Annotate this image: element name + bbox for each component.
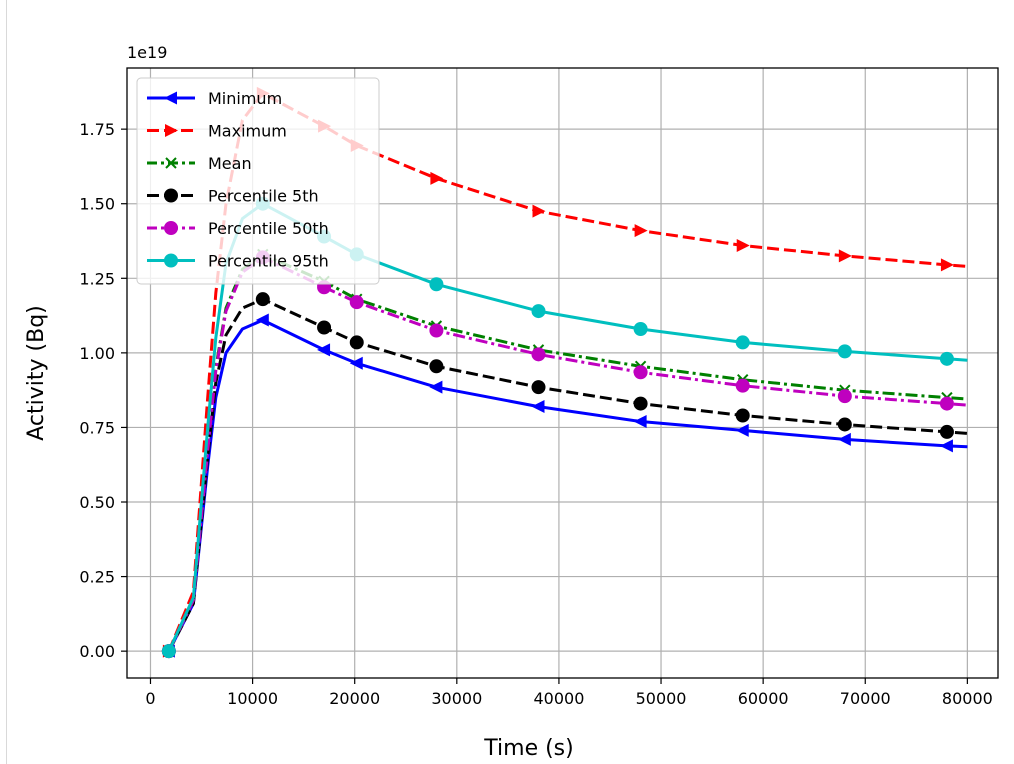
y-tick-label: 0.00 [79,642,115,661]
data-point [735,408,750,423]
data-point [837,432,851,446]
x-tick-label: 50000 [636,689,687,708]
data-point [429,323,444,338]
data-point [735,378,750,393]
legend-marker [165,157,177,169]
y-tick-label: 1.50 [79,195,115,214]
x-axis-label: Time (s) [483,736,573,761]
data-point [317,320,332,335]
data-point [531,380,546,395]
y-tick-label: 0.50 [79,493,115,512]
y-tick-label: 1.25 [79,269,115,288]
legend-label: Percentile 50th [208,219,329,238]
legend-label: Mean [208,154,252,173]
x-tick-label: 10000 [227,689,278,708]
data-point [255,313,269,327]
data-point [531,347,546,362]
series-line [167,255,968,652]
left-edge-rule [6,0,7,764]
legend-marker [164,221,178,235]
data-point [939,351,954,366]
y-offset-label: 1e19 [127,43,167,62]
legend-marker [165,124,178,137]
legend-box [136,77,380,285]
series-percentile-50th [161,250,968,659]
y-tick-label: 1.00 [79,344,115,363]
series-minimum [161,313,968,658]
y-axis-label: Activity (Bq) [24,305,49,441]
x-tick-label: 0 [145,689,155,708]
data-point [939,396,954,411]
data-point [939,439,953,453]
legend-marker [164,188,178,203]
series-line [167,318,968,652]
data-point [161,644,176,659]
series-line [167,252,968,652]
data-point [317,343,331,357]
x-tick-label: 40000 [533,689,584,708]
legend-label: Maximum [208,122,287,141]
data-point [429,277,444,292]
data-point [349,335,364,350]
data-point [939,424,954,439]
data-point [735,423,749,437]
data-point [940,258,954,272]
axis-ticks: 0 10000 20000 30000 40000 50000 60000 70000 8000… [79,120,992,708]
data-point [531,304,546,319]
data-point [838,249,852,263]
data-point [837,344,852,359]
data-point [634,224,648,238]
data-point [735,335,750,350]
legend-label: Minimum [208,89,282,108]
legend: Minimum Maximum Mean Percentile 5th Percenti… [136,77,380,285]
data-point [255,292,270,307]
legend-marker [164,253,178,268]
x-tick-label: 60000 [738,689,789,708]
data-point [349,356,363,370]
data-point [736,238,750,252]
data-point [633,365,648,380]
data-point [532,204,546,218]
x-tick-label: 30000 [431,689,482,708]
axes-frame [126,67,999,679]
data-point [430,171,444,185]
y-tick-label: 1.75 [79,120,115,139]
series-lines [161,86,968,659]
data-point [633,414,647,428]
x-tick-label: 80000 [942,689,993,708]
data-point [633,396,648,411]
data-point [633,322,648,337]
data-point [531,400,545,414]
x-tick-label: 20000 [329,689,380,708]
data-point [837,389,852,404]
legend-label: Percentile 95th [208,252,329,271]
x-tick-label: 70000 [840,689,891,708]
data-point [349,295,364,310]
y-tick-label: 0.75 [79,418,115,437]
legend-label: Percentile 5th [208,187,319,206]
series-line [167,91,968,652]
data-point [429,359,444,374]
legend-marker [164,91,177,105]
data-point [429,380,443,394]
data-point [837,417,852,432]
y-tick-label: 0.25 [79,568,115,587]
